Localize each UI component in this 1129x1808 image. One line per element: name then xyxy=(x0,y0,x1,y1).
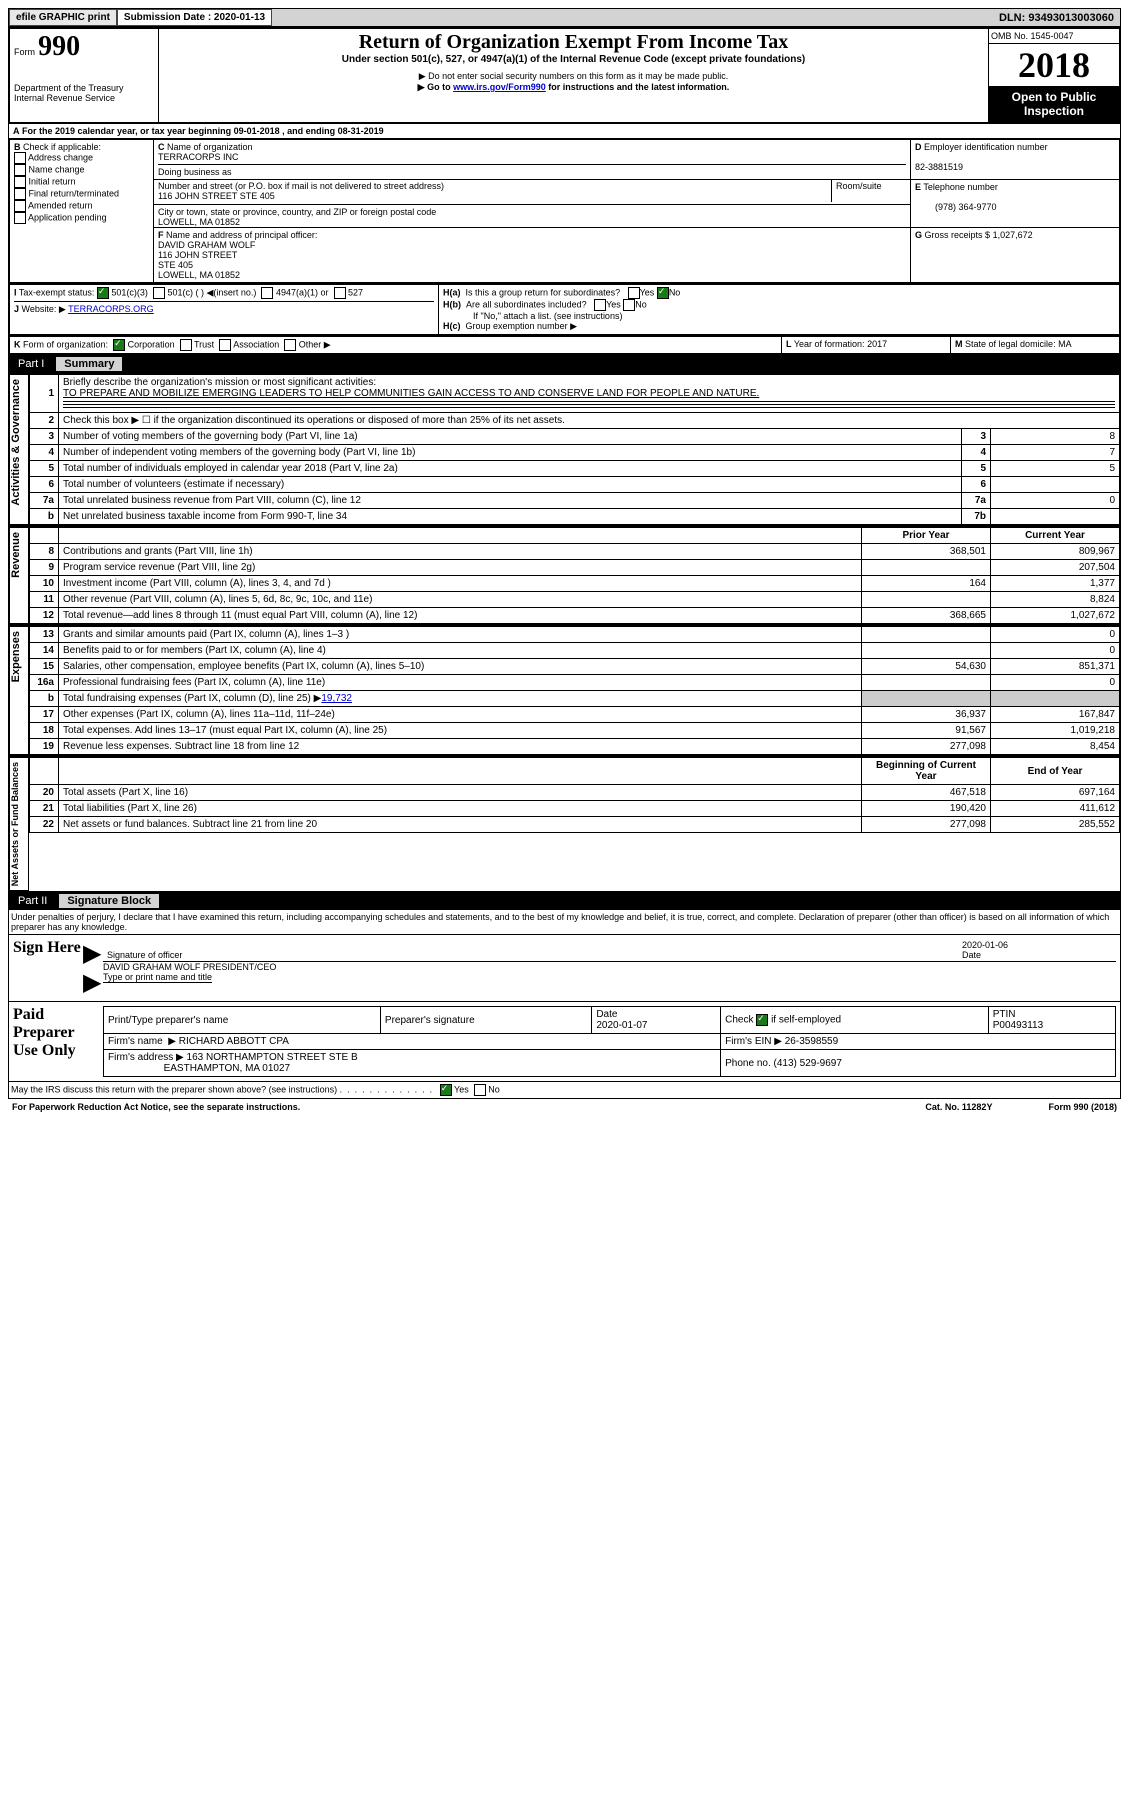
h-block: I Tax-exempt status: 501(c)(3) 501(c) ( … xyxy=(8,284,1121,336)
citystate: LOWELL, MA 01852 xyxy=(158,217,240,227)
omb: OMB No. 1545-0047 xyxy=(989,29,1119,44)
gross-receipts: 1,027,672 xyxy=(993,230,1033,240)
discuss-row: May the IRS discuss this return with the… xyxy=(8,1082,1121,1099)
revenue-section: Revenue Prior YearCurrent Year 8Contribu… xyxy=(8,526,1121,625)
website-link[interactable]: TERRACORPS.ORG xyxy=(68,304,154,314)
top-bar: efile GRAPHIC print Submission Date : 20… xyxy=(8,8,1121,27)
sign-here-block: Sign Here ▶▶ Signature of officer 2020-0… xyxy=(8,935,1121,1002)
paid-preparer-block: Paid Preparer Use Only Print/Type prepar… xyxy=(8,1002,1121,1082)
entity-block: B Check if applicable: Address change Na… xyxy=(8,139,1121,284)
expenses-section: Expenses 13Grants and similar amounts pa… xyxy=(8,625,1121,756)
officer-name: DAVID GRAHAM WOLF PRESIDENT/CEO xyxy=(103,962,276,972)
governance-section: Activities & Governance 1 Briefly descri… xyxy=(8,373,1121,526)
form-header: Form 990 Department of the Treasury Inte… xyxy=(8,27,1121,124)
tax-year: 2018 xyxy=(989,44,1119,86)
form-990: 990 xyxy=(38,31,80,62)
ein: 82-3881519 xyxy=(915,162,963,172)
submission-date: Submission Date : 2020-01-13 xyxy=(117,9,272,26)
org-name: TERRACORPS INC xyxy=(158,152,239,162)
form-word: Form xyxy=(14,47,35,57)
footer: For Paperwork Reduction Act Notice, see … xyxy=(8,1101,1121,1113)
mission: TO PREPARE AND MOBILIZE EMERGING LEADERS… xyxy=(63,388,759,399)
efile-print-btn[interactable]: efile GRAPHIC print xyxy=(9,9,117,26)
phone: (978) 364-9770 xyxy=(915,202,997,212)
dln: DLN: 93493013003060 xyxy=(993,10,1120,26)
note1: Do not enter social security numbers on … xyxy=(428,71,728,81)
subtitle: Under section 501(c), 527, or 4947(a)(1)… xyxy=(163,54,984,65)
part2-header: Part II Signature Block xyxy=(8,892,1121,910)
netassets-section: Net Assets or Fund Balances Beginning of… xyxy=(8,756,1121,892)
declaration: Under penalties of perjury, I declare th… xyxy=(8,910,1121,935)
irs: Internal Revenue Service xyxy=(14,93,154,103)
open-public: Open to Public Inspection xyxy=(989,86,1119,122)
klm-row: K Form of organization: Corporation Trus… xyxy=(8,336,1121,355)
form990-link[interactable]: www.irs.gov/Form990 xyxy=(453,82,546,92)
address: 116 JOHN STREET STE 405 xyxy=(158,191,275,201)
dept-treasury: Department of the Treasury xyxy=(14,83,154,93)
firm-name: RICHARD ABBOTT CPA xyxy=(179,1036,289,1047)
title: Return of Organization Exempt From Incom… xyxy=(163,31,984,54)
part1-header: Part I Summary xyxy=(8,355,1121,373)
line-A: A For the 2019 calendar year, or tax yea… xyxy=(8,124,1121,139)
ptin: P00493113 xyxy=(993,1020,1043,1031)
